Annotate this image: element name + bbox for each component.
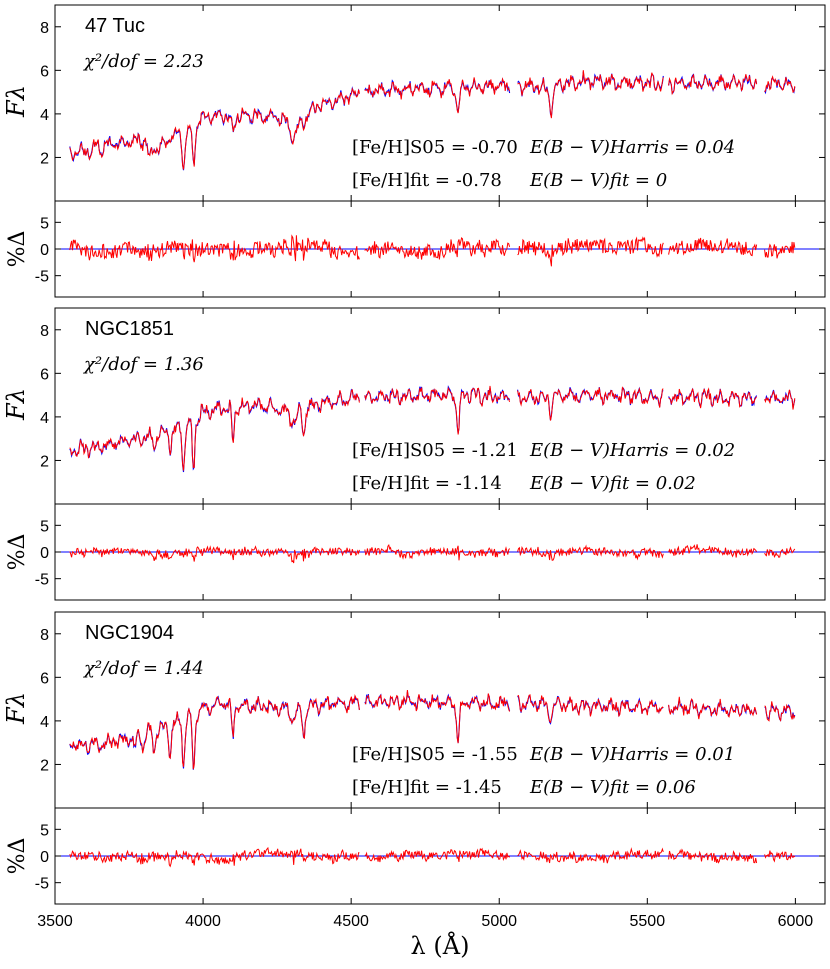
axes-layer <box>54 4 826 905</box>
ebv-harris-label: E(B − V)Harris = 0.02 <box>529 440 735 461</box>
y-tick-label: 5 <box>40 518 49 535</box>
observed-spectrum-line <box>69 70 796 170</box>
y-tick-label: 5 <box>40 215 49 232</box>
residual-y-label: %Δ <box>5 534 30 571</box>
x-axis-label: λ (Å) <box>411 931 470 960</box>
y-tick-label: 2 <box>40 757 49 774</box>
y-tick-label: 6 <box>40 366 49 383</box>
feh-s05-label: [Fe/H]S05 = -1.21 <box>352 440 518 461</box>
y-tick-label: 8 <box>40 627 49 644</box>
y-tick-label: 4 <box>40 714 49 731</box>
text-layer: 2 4 6 8 -5 0 5 Fλ %Δ 47 Tuc χ²/dof = 2.23 [Fe/H]S05… <box>2 15 813 960</box>
ebv-harris-label: E(B − V)Harris = 0.04 <box>529 137 735 158</box>
observed-spectrum-line <box>69 690 796 770</box>
y-tick-label: 8 <box>40 20 49 37</box>
feh-s05-label: [Fe/H]S05 = -0.70 <box>352 137 518 158</box>
spectrum-y-label: Fλ <box>2 388 30 421</box>
ebv-fit-label: E(B − V)fit = 0 <box>529 170 667 191</box>
data-layer <box>55 70 825 868</box>
x-tick-label: 4000 <box>185 913 221 930</box>
x-tick-label: 3500 <box>37 913 73 930</box>
y-tick-label: 0 <box>40 545 49 562</box>
y-tick-label: 2 <box>40 453 49 470</box>
ebv-fit-label: E(B − V)fit = 0.06 <box>529 777 696 798</box>
x-tick-label: 5500 <box>630 913 666 930</box>
y-tick-label: 8 <box>40 323 49 340</box>
ebv-fit-label: E(B − V)fit = 0.02 <box>529 473 696 494</box>
residual-line <box>69 544 796 564</box>
y-tick-label: 6 <box>40 63 49 80</box>
residual-line <box>69 234 796 267</box>
spectrum-y-label: Fλ <box>2 85 30 118</box>
residual-y-label: %Δ <box>5 231 30 268</box>
chi2-label: χ²/dof = 2.23 <box>82 51 204 72</box>
y-tick-label: 0 <box>40 849 49 866</box>
residual-y-label: %Δ <box>5 838 30 875</box>
spectrum-y-label: Fλ <box>2 692 30 725</box>
y-tick-label: 4 <box>40 107 49 124</box>
x-tick-label: 6000 <box>778 913 814 930</box>
chi2-label: χ²/dof = 1.44 <box>82 658 204 679</box>
y-tick-label: -5 <box>35 269 49 286</box>
y-tick-label: -5 <box>35 876 49 893</box>
ebv-harris-label: E(B − V)Harris = 0.01 <box>529 744 735 765</box>
x-tick-label: 5000 <box>481 913 517 930</box>
chi2-label: χ²/dof = 1.36 <box>82 354 204 375</box>
x-tick-label: 4500 <box>333 913 369 930</box>
cluster-name: 47 Tuc <box>85 15 145 37</box>
feh-fit-label: [Fe/H]fit = -1.14 <box>352 473 502 494</box>
y-tick-label: 4 <box>40 410 49 427</box>
y-tick-label: 2 <box>40 150 49 167</box>
feh-fit-label: [Fe/H]fit = -1.45 <box>352 777 502 798</box>
observed-spectrum-line <box>69 385 796 471</box>
cluster-name: NGC1851 <box>85 318 174 340</box>
feh-s05-label: [Fe/H]S05 = -1.55 <box>352 744 518 765</box>
residual-line <box>69 846 796 868</box>
cluster-name: NGC1904 <box>85 622 174 644</box>
y-tick-label: 5 <box>40 822 49 839</box>
feh-fit-label: [Fe/H]fit = -0.78 <box>352 170 502 191</box>
y-tick-label: 0 <box>40 242 49 259</box>
y-tick-label: -5 <box>35 572 49 589</box>
y-tick-label: 6 <box>40 670 49 687</box>
